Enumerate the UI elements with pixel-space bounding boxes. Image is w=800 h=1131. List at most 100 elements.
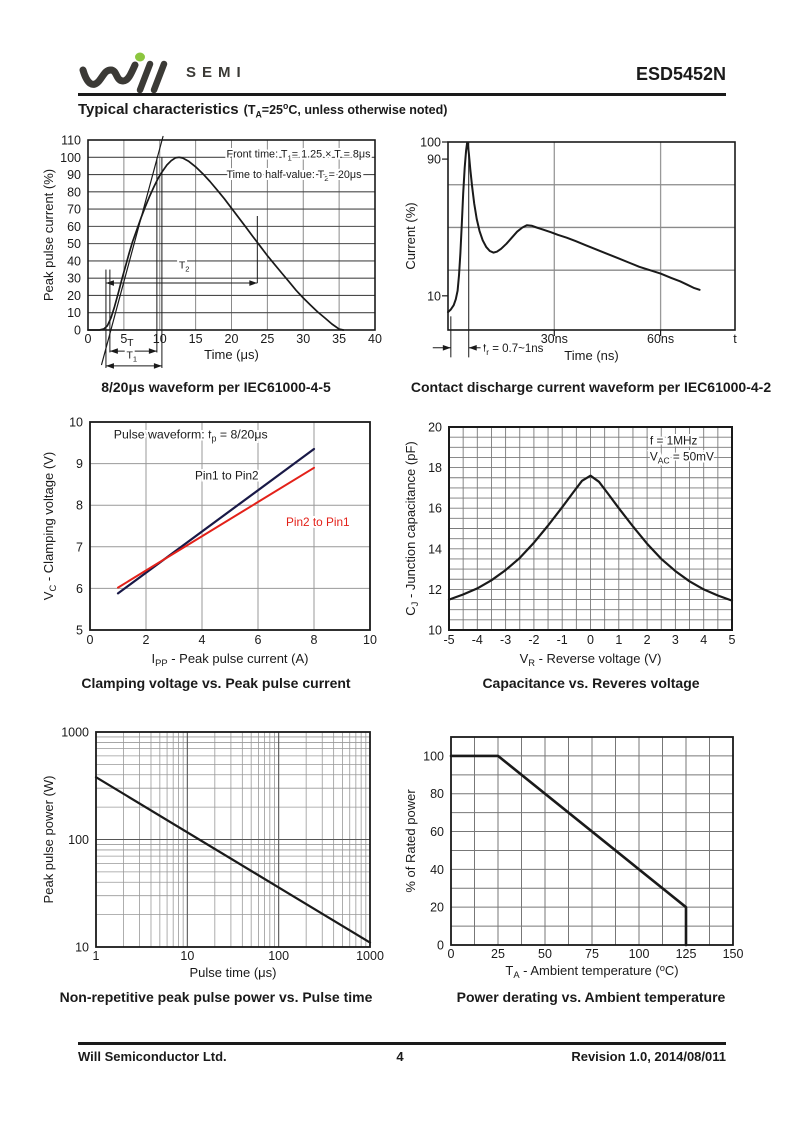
- svg-text:Peak pulse current (%): Peak pulse current (%): [41, 169, 56, 301]
- svg-text:1: 1: [615, 633, 622, 647]
- svg-text:15: 15: [189, 332, 203, 346]
- svg-text:30: 30: [67, 272, 81, 286]
- svg-text:80: 80: [67, 185, 81, 199]
- svg-text:100: 100: [68, 833, 89, 847]
- svg-text:0: 0: [87, 633, 94, 647]
- footer-revision: Revision 1.0, 2014/08/011: [571, 1049, 726, 1064]
- svg-text:25: 25: [260, 332, 274, 346]
- svg-text:70: 70: [67, 203, 81, 217]
- footer-page-number: 4: [396, 1049, 404, 1064]
- svg-text:20: 20: [67, 289, 81, 303]
- svg-text:T: T: [127, 337, 134, 349]
- svg-text:20: 20: [428, 421, 442, 435]
- svg-text:20: 20: [225, 332, 239, 346]
- svg-text:Time (ns): Time (ns): [564, 348, 618, 363]
- svg-text:9: 9: [76, 457, 83, 471]
- svg-text:Peak pulse power (W): Peak pulse power (W): [41, 776, 56, 904]
- chart-caption: Clamping voltage vs. Peak pulse current: [81, 675, 351, 691]
- svg-text:40: 40: [430, 863, 444, 877]
- contact-discharge-chart: 30ns 60ns t 100 90 10 Time (ns) Current (%) tr =…: [402, 130, 780, 396]
- svg-text:100: 100: [60, 151, 81, 165]
- svg-text:-4: -4: [472, 633, 483, 647]
- svg-text:50: 50: [67, 237, 81, 251]
- svg-text:90: 90: [427, 153, 441, 167]
- svg-text:0: 0: [448, 947, 455, 961]
- header-rule: [78, 93, 726, 96]
- svg-text:7: 7: [76, 540, 83, 554]
- svg-text:Time to half-value: T2= 20μs: Time to half-value: T2= 20μs: [226, 169, 362, 183]
- svg-text:8: 8: [311, 633, 318, 647]
- peak-pulse-power-chart: 1 10 100 1000 10 100 1000 Pulse time (μs) Peak p…: [40, 716, 392, 1006]
- svg-text:0: 0: [437, 939, 444, 953]
- svg-text:100: 100: [268, 949, 289, 963]
- svg-text:Pulse time (μs): Pulse time (μs): [190, 965, 277, 980]
- footer-rule: [78, 1042, 726, 1045]
- svg-text:12: 12: [428, 583, 442, 597]
- svg-text:-2: -2: [528, 633, 539, 647]
- svg-text:IPP - Peak pulse current (A): IPP - Peak pulse current (A): [152, 651, 309, 668]
- contact-discharge-plot: 30ns 60ns t 100 90 10 Time (ns) Current (%) tr =…: [402, 130, 780, 377]
- waveform-820us-chart: T T1 T2 0 5 10 15 20 25 30 35 40 0 10 20 30 40 50 60 70 80 90…: [40, 130, 392, 396]
- svg-text:10: 10: [428, 624, 442, 638]
- svg-text:TA - Ambient temperature (oC): TA - Ambient temperature (oC): [505, 963, 678, 980]
- svg-text:1: 1: [93, 949, 100, 963]
- svg-text:5: 5: [76, 624, 83, 638]
- svg-text:5: 5: [120, 332, 127, 346]
- svg-text:10: 10: [363, 633, 377, 647]
- clamping-voltage-plot: 0 2 4 6 8 10 5 6 7 8 9 10 IPP - Peak pulse current (…: [40, 406, 392, 673]
- svg-text:-5: -5: [443, 633, 454, 647]
- peak-pulse-power-plot: 1 10 100 1000 10 100 1000 Pulse time (μs) Peak p…: [40, 716, 392, 987]
- chart-caption: Contact discharge current waveform per I…: [410, 379, 772, 395]
- svg-text:Front time: T1= 1.25 × T = 8μs: Front time: T1= 1.25 × T = 8μs: [226, 148, 371, 162]
- power-derating-chart: 0 25 50 75 100 125 150 0 20 40 60 80 100 TA - Ambient…: [402, 716, 780, 1005]
- svg-text:14: 14: [428, 542, 442, 556]
- svg-text:100: 100: [423, 749, 444, 763]
- section-title: Typical characteristics: [78, 101, 239, 119]
- svg-text:10: 10: [180, 949, 194, 963]
- svg-text:60ns: 60ns: [647, 332, 674, 346]
- svg-text:8: 8: [76, 499, 83, 513]
- svg-text:3: 3: [672, 633, 679, 647]
- svg-text:60: 60: [67, 220, 81, 234]
- svg-text:10: 10: [153, 332, 167, 346]
- svg-text:18: 18: [428, 461, 442, 475]
- svg-text:Pin1 to Pin2: Pin1 to Pin2: [195, 468, 259, 482]
- svg-text:1000: 1000: [61, 726, 89, 740]
- svg-text:40: 40: [67, 254, 81, 268]
- svg-text:Current (%): Current (%): [403, 202, 418, 269]
- svg-text:4: 4: [700, 633, 707, 647]
- svg-text:40: 40: [368, 332, 382, 346]
- svg-text:Pin2 to Pin1: Pin2 to Pin1: [286, 515, 350, 529]
- svg-text:30: 30: [296, 332, 310, 346]
- svg-text:f = 1MHz: f = 1MHz: [650, 433, 698, 447]
- svg-text:tr = 0.7~1ns: tr = 0.7~1ns: [483, 343, 544, 357]
- svg-text:6: 6: [76, 582, 83, 596]
- svg-text:Time (μs): Time (μs): [204, 347, 259, 362]
- svg-text:150: 150: [723, 947, 744, 961]
- svg-text:20: 20: [430, 901, 444, 915]
- svg-text:VR - Reverse voltage (V): VR - Reverse voltage (V): [520, 651, 662, 668]
- svg-text:100: 100: [420, 136, 441, 150]
- svg-text:80: 80: [430, 787, 444, 801]
- svg-text:16: 16: [428, 502, 442, 516]
- svg-text:% of Rated power: % of Rated power: [403, 789, 418, 893]
- svg-text:90: 90: [67, 168, 81, 182]
- svg-text:30ns: 30ns: [541, 332, 568, 346]
- section-title-row: Typical characteristics (TA=25oC, unless…: [78, 101, 447, 120]
- svg-text:T2: T2: [179, 260, 190, 274]
- capacitance-plot: -5 -4 -3 -2 -1 0 1 2 3 4 5 10 12 14 16 18 20 VR - Reverse…: [402, 406, 780, 673]
- svg-text:0: 0: [85, 332, 92, 346]
- logo-semi-text: SEMI: [186, 64, 247, 81]
- svg-text:4: 4: [199, 633, 206, 647]
- svg-text:VC - Clamping voltage (V): VC - Clamping voltage (V): [41, 452, 58, 600]
- svg-text:50: 50: [538, 947, 552, 961]
- footer-company: Will Semiconductor Ltd.: [78, 1049, 227, 1064]
- power-derating-plot: 0 25 50 75 100 125 150 0 20 40 60 80 100 TA - Ambient…: [402, 716, 780, 987]
- svg-text:0: 0: [587, 633, 594, 647]
- chart-caption: Capacitance vs. Reveres voltage: [482, 675, 700, 691]
- chart-caption: 8/20μs waveform per IEC61000-4-5: [101, 379, 331, 395]
- svg-text:VAC = 50mV: VAC = 50mV: [650, 449, 714, 465]
- willsemi-logo: [78, 50, 182, 98]
- svg-text:10: 10: [69, 416, 83, 430]
- svg-text:CJ - Junction capacitance (pF): CJ - Junction capacitance (pF): [403, 441, 420, 615]
